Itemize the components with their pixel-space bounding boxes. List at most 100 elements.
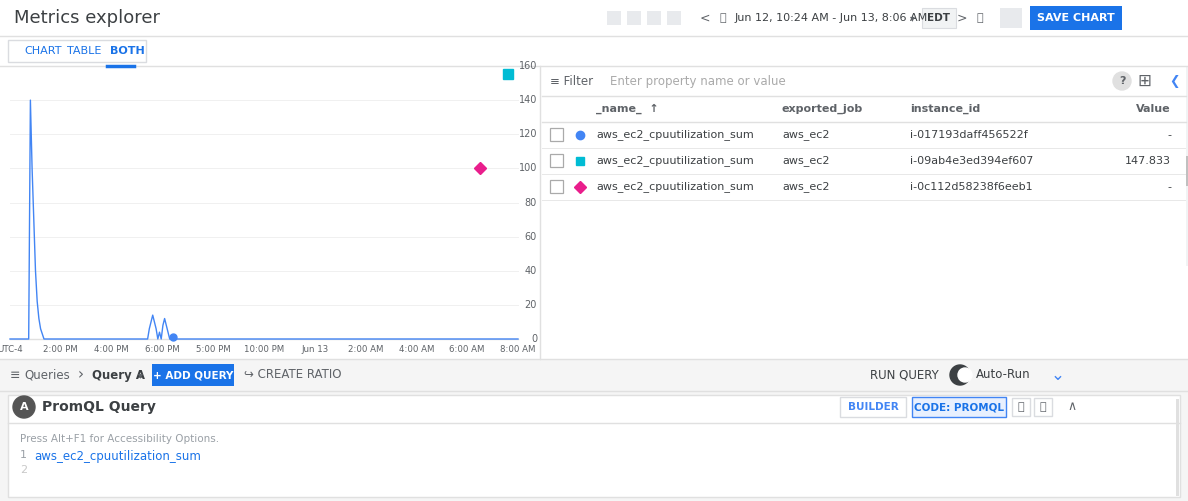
Text: A: A (20, 402, 29, 412)
Text: aws_ec2_cpuutilization_sum: aws_ec2_cpuutilization_sum (596, 181, 753, 192)
Text: 8:00 AM: 8:00 AM (500, 345, 536, 354)
Bar (550, 154, 563, 167)
Text: BOTH: BOTH (110, 46, 145, 56)
Bar (1034, 398, 1053, 416)
Text: -: - (1167, 130, 1171, 140)
Bar (1176, 399, 1178, 496)
Text: 🗑: 🗑 (1040, 402, 1047, 412)
Text: Auto-Run: Auto-Run (977, 369, 1031, 381)
Text: 10:00 PM: 10:00 PM (244, 345, 284, 354)
Text: ⌄: ⌄ (1051, 366, 1064, 384)
Text: BUILDER: BUILDER (847, 402, 898, 412)
Text: 20: 20 (525, 300, 537, 310)
Text: aws_ec2: aws_ec2 (782, 130, 829, 140)
Text: ▾: ▾ (138, 370, 143, 380)
Text: SAVE CHART: SAVE CHART (1037, 13, 1114, 23)
Text: 2: 2 (20, 465, 27, 475)
Text: 160: 160 (519, 61, 537, 71)
Bar (1030, 6, 1121, 30)
Text: ≡ Filter: ≡ Filter (550, 75, 593, 88)
Text: 147.833: 147.833 (1125, 156, 1171, 166)
Text: 100: 100 (519, 163, 537, 173)
Text: PromQL Query: PromQL Query (42, 400, 156, 414)
Text: i-017193daff456522f: i-017193daff456522f (910, 130, 1028, 140)
Bar (542, 148, 1186, 174)
Circle shape (1113, 72, 1131, 90)
Text: aws_ec2: aws_ec2 (782, 181, 829, 192)
Text: 140: 140 (519, 95, 537, 105)
Text: 1: 1 (20, 450, 27, 460)
Text: 0: 0 (531, 334, 537, 344)
Text: ?: ? (1119, 76, 1125, 86)
Bar (1000, 8, 1022, 28)
Text: aws_ec2_cpuutilization_sum: aws_ec2_cpuutilization_sum (596, 130, 753, 140)
Bar (542, 66, 1186, 96)
Bar (0, 359, 1188, 391)
Text: ›: › (78, 368, 84, 382)
Text: 🔍: 🔍 (977, 13, 984, 23)
Text: 2:00 PM: 2:00 PM (44, 345, 78, 354)
Text: i-09ab4e3ed394ef607: i-09ab4e3ed394ef607 (910, 156, 1034, 166)
Text: 6:00 PM: 6:00 PM (145, 345, 179, 354)
Text: instance_id: instance_id (910, 104, 980, 114)
Text: aws_ec2_cpuutilization_sum: aws_ec2_cpuutilization_sum (34, 450, 201, 463)
Text: Enter property name or value: Enter property name or value (609, 75, 785, 88)
Text: 2:00 AM: 2:00 AM (348, 345, 384, 354)
Bar (607, 11, 621, 25)
Text: 6:00 AM: 6:00 AM (449, 345, 485, 354)
Bar (550, 128, 563, 141)
Bar (912, 397, 1006, 417)
Circle shape (13, 396, 34, 418)
Text: 120: 120 (518, 129, 537, 139)
Text: ▾: ▾ (910, 13, 915, 23)
Text: 5:00 PM: 5:00 PM (196, 345, 230, 354)
Text: CHART: CHART (24, 46, 62, 56)
Text: >: > (956, 12, 967, 25)
Bar (840, 397, 906, 417)
Bar (550, 180, 563, 193)
Text: aws_ec2_cpuutilization_sum: aws_ec2_cpuutilization_sum (596, 155, 753, 166)
Text: _name_  ↑: _name_ ↑ (596, 104, 659, 114)
Text: 60: 60 (525, 231, 537, 241)
Text: Jun 12, 10:24 AM - Jun 13, 8:06 AM: Jun 12, 10:24 AM - Jun 13, 8:06 AM (735, 13, 928, 23)
Bar (1012, 398, 1030, 416)
Text: 40: 40 (525, 266, 537, 276)
Bar (922, 8, 956, 28)
Text: Queries: Queries (24, 369, 70, 381)
Text: TABLE: TABLE (67, 46, 101, 56)
Text: ↪ CREATE RATIO: ↪ CREATE RATIO (244, 369, 341, 381)
Text: CODE: PROMQL: CODE: PROMQL (914, 402, 1004, 412)
Circle shape (950, 365, 969, 385)
Text: Query A: Query A (91, 369, 145, 381)
Bar (542, 122, 1186, 148)
Text: <: < (700, 12, 710, 25)
Bar (1186, 156, 1188, 186)
Text: ⊞: ⊞ (1137, 72, 1151, 90)
Text: RUN QUERY: RUN QUERY (870, 369, 939, 381)
Text: 4:00 AM: 4:00 AM (399, 345, 434, 354)
Text: ≡: ≡ (10, 369, 20, 381)
Text: Metrics explorer: Metrics explorer (14, 9, 160, 27)
Text: ❮: ❮ (1169, 75, 1180, 88)
Text: 4:00 PM: 4:00 PM (94, 345, 129, 354)
Bar (0, 36, 1188, 66)
Bar (0, 391, 1188, 501)
Bar (647, 11, 661, 25)
Bar (152, 364, 234, 386)
Text: Value: Value (1137, 104, 1171, 114)
Text: + ADD QUERY: + ADD QUERY (153, 370, 233, 380)
Bar (0, 0, 1188, 36)
Text: EDT: EDT (928, 13, 950, 23)
Text: ⏱: ⏱ (720, 13, 727, 23)
Text: UTC-4: UTC-4 (0, 345, 23, 354)
Bar (8, 40, 146, 62)
Text: ⧉: ⧉ (1018, 402, 1024, 412)
Text: exported_job: exported_job (782, 104, 864, 114)
Text: i-0c112d58238f6eeb1: i-0c112d58238f6eeb1 (910, 182, 1032, 192)
Text: Press Alt+F1 for Accessibility Options.: Press Alt+F1 for Accessibility Options. (20, 434, 219, 444)
Text: Jun 13: Jun 13 (302, 345, 328, 354)
Bar (1186, 66, 1188, 266)
Bar (542, 174, 1186, 200)
Text: -: - (1167, 182, 1171, 192)
Bar (666, 11, 681, 25)
